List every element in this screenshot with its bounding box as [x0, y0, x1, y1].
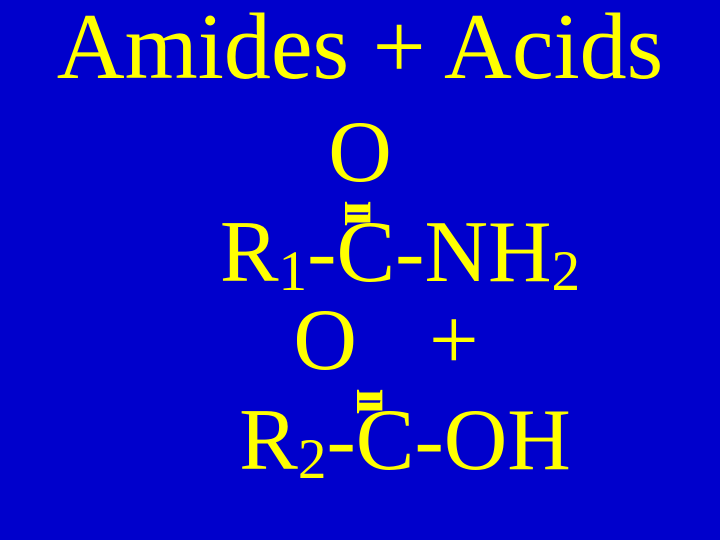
nh-subscript: 2: [552, 240, 581, 303]
formula2-carbon: -C-OH: [326, 392, 570, 489]
r2-label: R: [239, 392, 298, 489]
formula-block: O ıı R1-C-NH2 O + ıı R2-C-OH: [40, 109, 720, 485]
spacer: [385, 292, 429, 389]
formula2-oxygen: O: [293, 292, 357, 389]
slide-title: Amides + Acids: [0, 0, 720, 94]
plus-sign: +: [429, 292, 479, 389]
formula1-main: R1-C-NH2: [40, 209, 720, 297]
r1-label: R: [220, 204, 279, 301]
formula1-oxygen: O: [0, 109, 720, 197]
formula2-oxygen-plus: O +: [40, 297, 720, 385]
formula1-carbon: -C-NH: [307, 204, 551, 301]
formula2-main: R2-C-OH: [45, 397, 720, 485]
r2-subscript: 2: [298, 428, 327, 491]
